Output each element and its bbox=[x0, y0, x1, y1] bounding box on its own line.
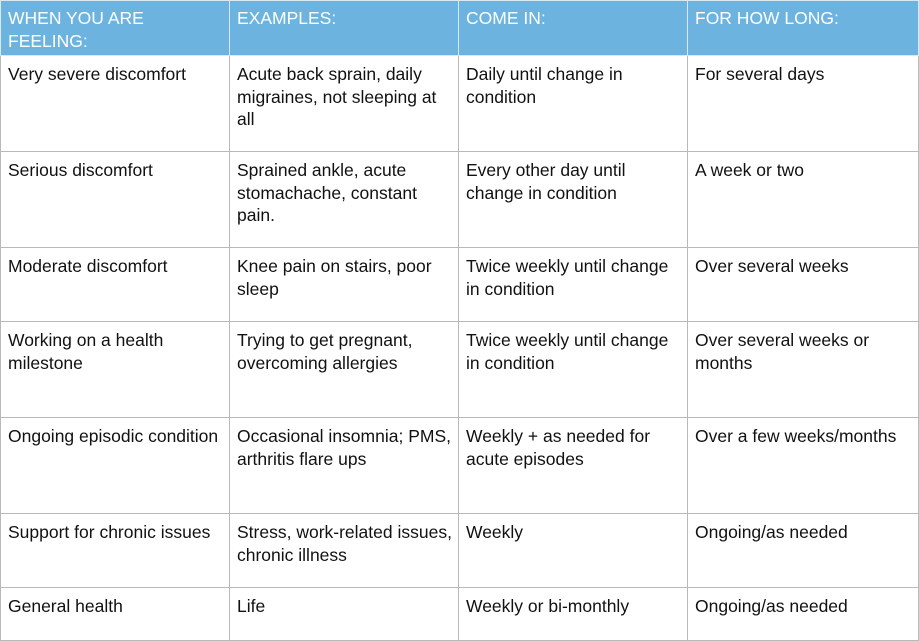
cell-examples: Trying to get pregnant, overcoming aller… bbox=[229, 321, 459, 418]
cell-feeling: Support for chronic issues bbox=[0, 513, 230, 588]
cell-examples: Occasional insomnia; PMS, arthritis flar… bbox=[229, 417, 459, 514]
cell-come-in: Daily until change in condition bbox=[458, 55, 688, 152]
header-when-feeling: WHEN YOU ARE FEELING: bbox=[0, 0, 230, 56]
table-row: Serious discomfort Sprained ankle, acute… bbox=[0, 151, 919, 248]
cell-feeling: Moderate discomfort bbox=[0, 247, 230, 322]
cell-come-in: Weekly + as needed for acute episodes bbox=[458, 417, 688, 514]
table-row: Ongoing episodic condition Occasional in… bbox=[0, 417, 919, 514]
cell-come-in: Twice weekly until change in condition bbox=[458, 321, 688, 418]
cell-feeling: Serious discomfort bbox=[0, 151, 230, 248]
cell-come-in: Twice weekly until change in condition bbox=[458, 247, 688, 322]
table-row: Moderate discomfort Knee pain on stairs,… bbox=[0, 247, 919, 322]
cell-feeling: General health bbox=[0, 587, 230, 641]
cell-feeling: Working on a health milestone bbox=[0, 321, 230, 418]
cell-how-long: Ongoing/as needed bbox=[687, 587, 919, 641]
table-row: General health Life Weekly or bi-monthly… bbox=[0, 587, 919, 641]
table-row: Very severe discomfort Acute back sprain… bbox=[0, 55, 919, 152]
cell-examples: Stress, work-related issues, chronic ill… bbox=[229, 513, 459, 588]
cell-feeling: Very severe discomfort bbox=[0, 55, 230, 152]
header-examples: EXAMPLES: bbox=[229, 0, 459, 56]
header-come-in: COME IN: bbox=[458, 0, 688, 56]
header-how-long: FOR HOW LONG: bbox=[687, 0, 919, 56]
cell-examples: Knee pain on stairs, poor sleep bbox=[229, 247, 459, 322]
cell-how-long: Over a few weeks/months bbox=[687, 417, 919, 514]
cell-examples: Acute back sprain, daily migraines, not … bbox=[229, 55, 459, 152]
cell-how-long: Over several weeks bbox=[687, 247, 919, 322]
cell-come-in: Weekly or bi-monthly bbox=[458, 587, 688, 641]
table-row: Support for chronic issues Stress, work-… bbox=[0, 513, 919, 588]
cell-how-long: A week or two bbox=[687, 151, 919, 248]
header-row: WHEN YOU ARE FEELING: EXAMPLES: COME IN:… bbox=[0, 0, 919, 56]
cell-come-in: Weekly bbox=[458, 513, 688, 588]
cell-examples: Life bbox=[229, 587, 459, 641]
cell-feeling: Ongoing episodic condition bbox=[0, 417, 230, 514]
cell-how-long: For several days bbox=[687, 55, 919, 152]
cell-how-long: Ongoing/as needed bbox=[687, 513, 919, 588]
cell-examples: Sprained ankle, acute stomachache, const… bbox=[229, 151, 459, 248]
table-header: WHEN YOU ARE FEELING: EXAMPLES: COME IN:… bbox=[0, 0, 919, 56]
cell-come-in: Every other day until change in conditio… bbox=[458, 151, 688, 248]
table-row: Working on a health milestone Trying to … bbox=[0, 321, 919, 418]
cell-how-long: Over several weeks or months bbox=[687, 321, 919, 418]
table-body: Very severe discomfort Acute back sprain… bbox=[0, 55, 919, 641]
